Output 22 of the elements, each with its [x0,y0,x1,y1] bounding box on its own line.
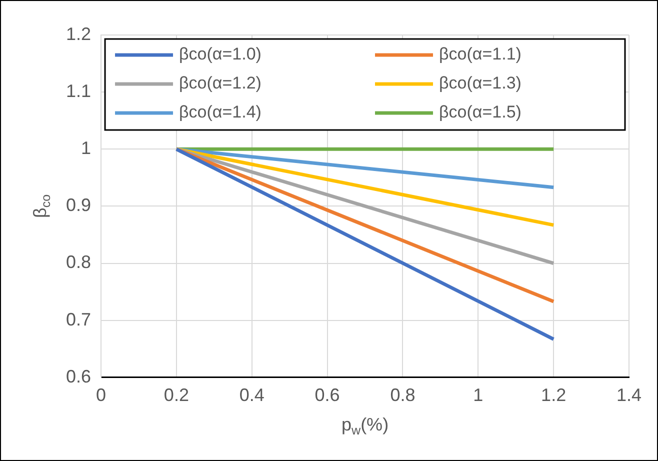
y-tick-label: 0.7 [66,309,92,330]
x-tick-label: 1 [473,385,484,406]
x-tick-label: 0.8 [390,385,416,406]
legend-label: βco(α=1.3) [439,74,522,93]
x-tick-label: 0 [96,385,106,406]
legend-label: βco(α=1.1) [439,44,522,64]
y-tick-label: 1 [81,138,92,158]
y-tick-label: 0.9 [66,195,92,216]
legend-label: βco(α=1.5) [439,102,522,122]
y-tick-label: 1.1 [66,81,92,102]
legend-label: βco(α=1.2) [179,74,262,93]
x-tick-label: 0.4 [239,385,264,406]
x-tick-label: 0.2 [164,385,189,406]
x-tick-label: 1.2 [541,385,566,406]
y-tick-label: 0.8 [66,252,92,272]
x-tick-label: 0.6 [314,385,340,406]
y-axis-title: βco [30,194,53,218]
legend-label: βco(α=1.4) [179,102,262,122]
y-tick-label: 1.2 [66,24,92,44]
y-tick-label: 0.6 [66,366,92,386]
legend-label: βco(α=1.0) [179,44,262,64]
x-tick-label: 1.4 [616,385,642,406]
